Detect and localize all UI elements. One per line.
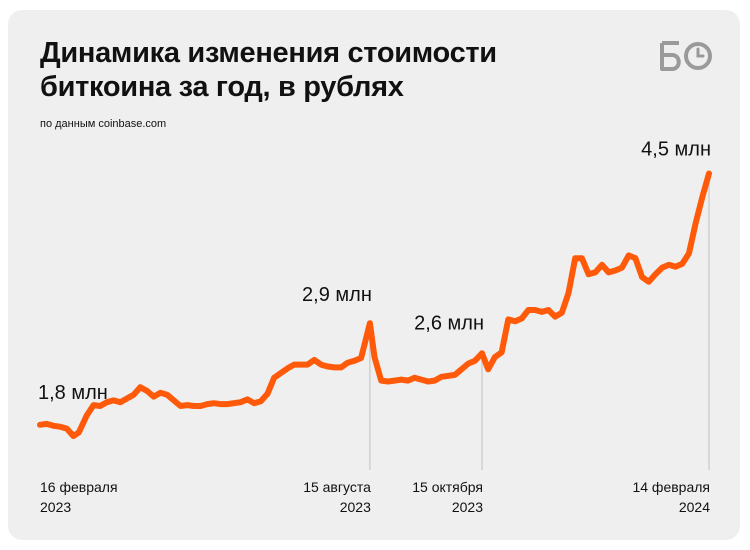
x-tick-label: 14 февраля 2024 (632, 479, 710, 515)
callout-label: 2,6 млн (414, 312, 484, 334)
x-tick-line1: 14 февраля (632, 479, 710, 495)
title-line-1: Динамика изменения стоимости (40, 37, 497, 69)
x-tick-label: 15 октября 2023 (412, 479, 483, 515)
x-tick-label: 15 августа 2023 (303, 479, 371, 515)
x-tick-line1: 15 августа (303, 479, 371, 495)
x-tick-label: 16 февраля 2023 (40, 479, 118, 515)
bo-logo-icon (660, 41, 712, 71)
source-note: по данным coinbase.com (40, 118, 167, 130)
page-title: Динамика изменения стоимости биткоина за… (40, 36, 560, 104)
callout-label: 4,5 млн (641, 139, 711, 161)
callout-label: 1,8 млн (38, 382, 108, 404)
x-tick-line2: 2023 (40, 499, 71, 515)
series-line (37, 170, 712, 440)
chart-card (8, 10, 740, 540)
callout-label: 2,9 млн (302, 284, 372, 306)
x-tick-line1: 15 октября (412, 479, 483, 495)
x-tick-line1: 16 февраля (40, 479, 118, 495)
x-axis-ticks: 16 февраля 2023 15 августа 2023 15 октября 20… (40, 479, 710, 515)
callout-labels: 1,8 млн 2,9 млн 2,6 млн 4,5 млн (38, 139, 711, 404)
x-tick-line2: 2023 (452, 499, 483, 515)
title-line-2: биткоина за год, в рублях (40, 71, 404, 103)
x-tick-line2: 2023 (340, 499, 371, 515)
guide-lines (369, 173, 710, 470)
x-tick-line2: 2024 (679, 499, 710, 515)
